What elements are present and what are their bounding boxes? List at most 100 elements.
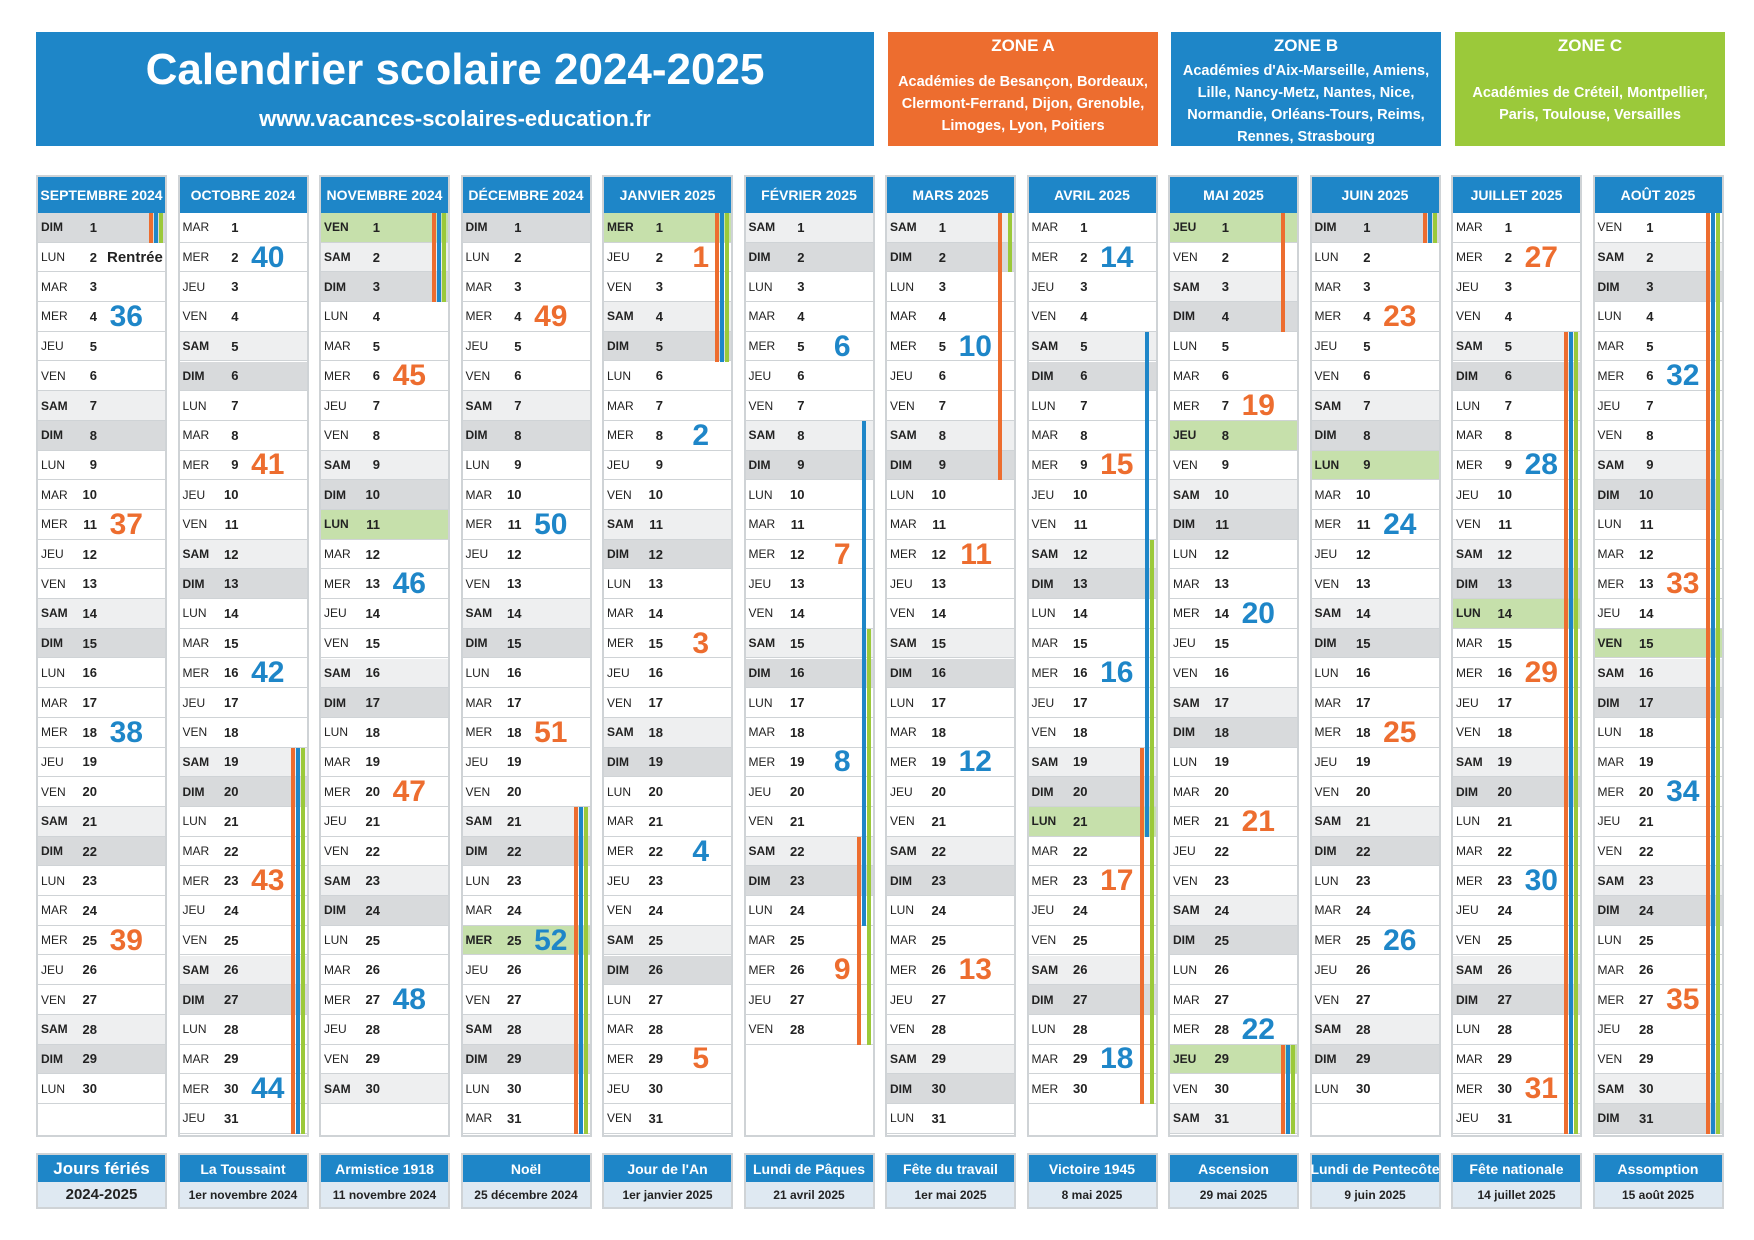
month-column: DÉCEMBRE 2024 DIM 1 LUN 2 MAR 3 MER 4 JEU 5 VEN 6 SAM… — [460, 175, 592, 1137]
day-number: 15 — [507, 635, 522, 651]
weekday-label: MAR — [41, 279, 68, 294]
day-number: 29 — [1639, 1051, 1654, 1067]
day-row: DIM 20 — [1453, 777, 1580, 807]
day-number: 10 — [1214, 487, 1229, 503]
day-number: 14 — [648, 605, 663, 621]
weekday-label: SAM — [324, 873, 351, 888]
day-row: LUN 30 — [462, 1074, 590, 1104]
weekday-label: DIM — [607, 962, 629, 977]
day-number: 16 — [1356, 665, 1371, 681]
weekday-label: MER — [465, 309, 493, 324]
weekday-label: MAR — [1456, 1051, 1483, 1066]
week-number: 52 — [534, 923, 568, 957]
weekday-label: LUN — [465, 457, 490, 472]
day-row: LUN 2 — [462, 243, 590, 273]
day-number: 31 — [1639, 1110, 1654, 1126]
day-number: 15 — [648, 635, 663, 651]
week-number: 36 — [109, 299, 143, 333]
day-number: 28 — [1497, 1021, 1512, 1037]
day-row: MAR 10 — [38, 480, 165, 510]
vacation-bar-zone-c — [866, 628, 871, 1045]
zone-c-box: ZONE C Académies de Créteil, Montpellier… — [1455, 32, 1725, 146]
day-row: VEN 27 — [1311, 985, 1439, 1015]
day-row: LUN 28 — [1028, 1015, 1156, 1045]
weekday-label: MAR — [182, 1051, 210, 1066]
day-number: 21 — [648, 813, 663, 829]
holiday-date: 9 juin 2025 — [1311, 1182, 1439, 1207]
day-row: VEN 25 — [179, 926, 307, 956]
day-number: 15 — [1356, 635, 1371, 651]
day-number: 31 — [648, 1110, 663, 1126]
title-banner: Calendrier scolaire 2024-2025 www.vacanc… — [36, 32, 874, 146]
weekday-label: MER — [182, 1081, 210, 1096]
weekday-label: DIM — [1173, 725, 1195, 740]
weekday-label: LUN — [890, 1111, 915, 1126]
day-number: 25 — [931, 932, 946, 948]
day-number: 11 — [224, 516, 239, 532]
weekday-label: MER — [607, 428, 634, 443]
day-number: 21 — [1639, 813, 1654, 829]
weekday-label: MER — [890, 547, 917, 562]
weekday-label: VEN — [1173, 457, 1198, 472]
weekday-label: VEN — [1597, 428, 1623, 443]
day-number: 6 — [231, 368, 239, 384]
weekday-label: LUN — [1173, 754, 1198, 769]
day-number: 21 — [790, 813, 805, 829]
day-number: 30 — [224, 1081, 239, 1097]
day-number: 25 — [1073, 932, 1088, 948]
vacation-bar-zone-c — [583, 807, 588, 1134]
day-row: VEN 7 — [745, 391, 873, 421]
week-number: 11 — [960, 537, 992, 571]
day-number: 5 — [797, 338, 805, 354]
month-header: DÉCEMBRE 2024 — [462, 177, 590, 213]
day-number: 17 — [1639, 695, 1654, 711]
day-number: 25 — [507, 932, 522, 948]
day-number: 24 — [931, 902, 946, 918]
day-row: SAM 16 — [1594, 658, 1722, 689]
week-number: 3 — [692, 626, 709, 660]
day-number: 11 — [1215, 516, 1229, 532]
day-row: JEU 13 — [887, 569, 1014, 600]
weekday-label: MER — [182, 873, 210, 888]
week-number: 5 — [692, 1042, 709, 1076]
day-number: 13 — [82, 576, 97, 592]
day-number: 25 — [1497, 932, 1512, 948]
weekday-label: SAM — [748, 636, 776, 651]
weekday-label: SAM — [1456, 962, 1483, 977]
weekday-label: JEU — [1031, 695, 1055, 710]
weekday-label: LUN — [607, 992, 632, 1007]
weekday-label: JEU — [465, 754, 489, 769]
day-number: 20 — [82, 784, 97, 800]
day-row: MER 22 — [604, 837, 731, 867]
day-number: 13 — [1497, 576, 1512, 592]
weekday-label: DIM — [1456, 576, 1478, 591]
day-number: 12 — [1073, 546, 1088, 562]
day-number: 7 — [1646, 398, 1654, 414]
day-row: SAM 3 — [1170, 272, 1297, 303]
day-number: 19 — [507, 754, 522, 770]
month-column: MARS 2025 SAM 1 DIM 2 LUN 3 MAR 4 MER 5 JEU 6 VEN 7 SAM… — [885, 175, 1016, 1137]
day-row: MAR 18 — [745, 718, 873, 748]
weekday-label: LUN — [890, 903, 915, 918]
day-row: SAM 28 — [462, 1014, 590, 1045]
day-row: SAM 15 — [745, 628, 873, 659]
week-number: 35 — [1666, 983, 1700, 1017]
day-row: JEU 19 — [1311, 748, 1439, 778]
weekday-label: LUN — [1031, 1022, 1056, 1037]
day-number: 30 — [365, 1081, 380, 1097]
week-number: 42 — [251, 656, 285, 690]
day-number: 2 — [231, 249, 239, 265]
weekday-label: DIM — [748, 873, 771, 888]
weekday-label: MER — [1173, 1022, 1200, 1037]
weekday-label: LUN — [1031, 398, 1056, 413]
vacation-bar-zone-b — [437, 213, 441, 303]
day-row: VEN 21 — [745, 807, 873, 837]
zone-b-academies: Académies d'Aix-Marseille, Amiens, Lille… — [1182, 63, 1430, 145]
weekday-label: JEU — [182, 903, 206, 918]
day-number: 19 — [790, 754, 805, 770]
day-number: 16 — [82, 665, 97, 681]
weekday-label: MAR — [1456, 220, 1483, 235]
weekday-label: VEN — [1456, 517, 1481, 532]
day-row: JEU 26 — [462, 956, 590, 986]
weekday-label: LUN — [465, 1081, 490, 1096]
